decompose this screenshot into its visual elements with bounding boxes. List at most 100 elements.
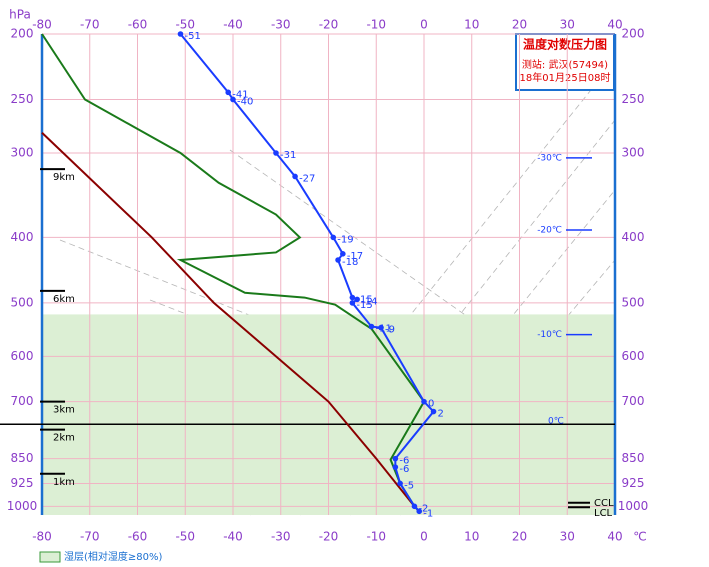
height-label: 2km bbox=[53, 433, 75, 444]
x-tick-label: -70 bbox=[80, 530, 100, 544]
y-unit: hPa bbox=[9, 8, 31, 22]
point bbox=[177, 31, 184, 37]
x-tick-label: -40 bbox=[223, 18, 243, 32]
point-label: -27 bbox=[299, 173, 315, 184]
point bbox=[225, 89, 232, 96]
point bbox=[421, 398, 427, 405]
isotherm-label: -30℃ bbox=[537, 153, 562, 163]
y-tick-label: 300 bbox=[11, 145, 34, 159]
point-label: -11 bbox=[375, 324, 391, 335]
point-label: -14 bbox=[361, 296, 377, 307]
point bbox=[378, 324, 384, 331]
x-tick-label: -80 bbox=[32, 530, 52, 544]
y-tick-label: 200 bbox=[11, 27, 34, 41]
point-label: -40 bbox=[237, 96, 253, 107]
point-label: 2 bbox=[438, 409, 444, 420]
height-label: 9km bbox=[53, 172, 75, 183]
point bbox=[392, 455, 399, 462]
point bbox=[273, 150, 279, 156]
point-label: -19 bbox=[337, 234, 353, 245]
y-tick-label: 400 bbox=[11, 230, 34, 244]
legend-swatch bbox=[39, 551, 61, 563]
point-label: -17 bbox=[347, 251, 363, 262]
dewpoint-line bbox=[41, 33, 426, 512]
station: 测站: 武汉(57494) bbox=[522, 58, 608, 71]
point-label: -31 bbox=[280, 150, 296, 161]
x-tick-label: -10 bbox=[366, 18, 386, 32]
x-tick-label: -50 bbox=[175, 530, 195, 544]
height-label: 3km bbox=[53, 405, 75, 416]
y-tick-label: 850 bbox=[11, 451, 34, 465]
y-tick-label: 925 bbox=[11, 476, 34, 490]
ccl-label: CCL bbox=[594, 498, 614, 509]
height-label: 1km bbox=[53, 477, 75, 488]
x-tick-label: -40 bbox=[223, 530, 243, 544]
x-tick-label: 30 bbox=[560, 530, 575, 544]
point bbox=[368, 323, 375, 330]
point-label: -51 bbox=[184, 31, 200, 42]
title-box bbox=[515, 33, 615, 91]
isotherm-label: -10℃ bbox=[537, 330, 562, 340]
point bbox=[230, 96, 236, 103]
y-tick-label: 500 bbox=[622, 295, 645, 309]
x-tick-label: 10 bbox=[464, 530, 479, 544]
y-tick-label: 200 bbox=[622, 27, 645, 41]
x-tick-label: 0 bbox=[420, 530, 428, 544]
mixing-line bbox=[249, 59, 616, 516]
x-tick-label: 40 bbox=[607, 530, 622, 544]
y-tick-label: 300 bbox=[622, 145, 645, 159]
legend-label: 湿层(相对湿度≥80%) bbox=[64, 550, 163, 563]
y-tick-label: 250 bbox=[622, 92, 645, 106]
y-tick-label: 700 bbox=[622, 394, 645, 408]
x-tick-label: -60 bbox=[128, 18, 148, 32]
y-tick-label: 850 bbox=[622, 451, 645, 465]
point-label: -6 bbox=[399, 456, 409, 467]
x-tick-label: 20 bbox=[512, 18, 527, 32]
point-label: -15 bbox=[356, 300, 372, 311]
freezing-label: 0℃ bbox=[548, 417, 564, 427]
x-tick-label: 40 bbox=[607, 18, 622, 32]
point-label: -18 bbox=[342, 257, 358, 268]
point bbox=[349, 294, 356, 301]
point bbox=[416, 508, 423, 515]
point bbox=[354, 296, 360, 303]
point-label: -6 bbox=[399, 464, 409, 475]
y-tick-label: 600 bbox=[11, 349, 34, 363]
x-unit: ℃ bbox=[633, 530, 646, 544]
point bbox=[292, 173, 298, 180]
point bbox=[349, 300, 356, 306]
point-label: -15 bbox=[356, 295, 372, 306]
y-tick-label: 1000 bbox=[618, 499, 649, 513]
lcl-label: LCL bbox=[594, 508, 613, 519]
point bbox=[397, 480, 403, 487]
x-tick-label: 20 bbox=[512, 530, 527, 544]
x-tick-label: 10 bbox=[464, 18, 479, 32]
x-tick-label: -10 bbox=[366, 530, 386, 544]
point-label: -9 bbox=[385, 325, 395, 336]
isotherm-label: -20℃ bbox=[537, 225, 562, 235]
y-tick-label: 700 bbox=[11, 394, 34, 408]
time: 18年01月25日08时 bbox=[520, 71, 611, 84]
point-label: -41 bbox=[232, 89, 248, 100]
x-tick-label: -30 bbox=[271, 18, 291, 32]
point bbox=[340, 251, 346, 257]
x-tick-label: -60 bbox=[128, 530, 148, 544]
point-label: -2 bbox=[418, 503, 428, 514]
point-label: -1 bbox=[423, 508, 433, 519]
point bbox=[430, 408, 437, 415]
x-tick-label: -30 bbox=[271, 530, 291, 544]
x-tick-label: -20 bbox=[319, 18, 339, 32]
point-label: 0 bbox=[428, 399, 434, 410]
y-tick-label: 1000 bbox=[7, 499, 38, 513]
point bbox=[392, 464, 399, 470]
y-tick-label: 250 bbox=[11, 92, 34, 106]
x-tick-label: 30 bbox=[560, 18, 575, 32]
x-tick-label: -70 bbox=[80, 18, 100, 32]
y-tick-label: 600 bbox=[622, 349, 645, 363]
y-tick-label: 500 bbox=[11, 295, 34, 309]
point bbox=[335, 257, 341, 263]
point bbox=[330, 234, 337, 241]
x-tick-label: -80 bbox=[32, 18, 52, 32]
x-tick-label: -20 bbox=[319, 530, 339, 544]
